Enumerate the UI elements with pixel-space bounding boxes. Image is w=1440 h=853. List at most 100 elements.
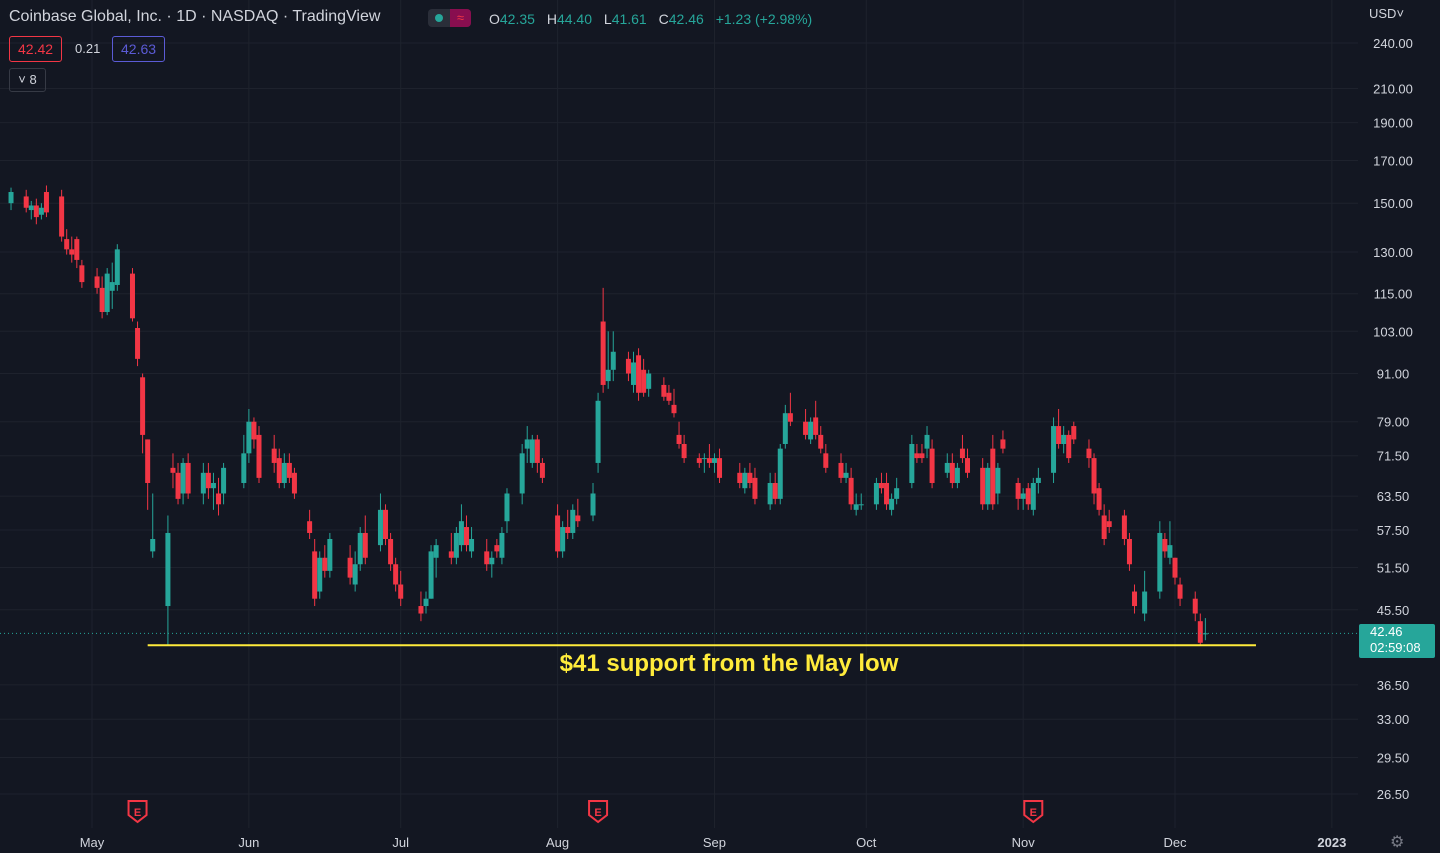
settings-gear-icon[interactable]: ⚙ — [1390, 834, 1405, 851]
candle-body — [180, 462, 186, 494]
candle — [858, 493, 864, 510]
earnings-icon[interactable]: E — [588, 800, 609, 824]
candle — [433, 538, 439, 578]
candle — [1030, 477, 1036, 516]
candle-body — [838, 462, 844, 478]
high-value: 44.40 — [556, 11, 592, 27]
earnings-icon[interactable]: E — [1023, 800, 1044, 824]
candle-body — [696, 458, 702, 463]
candle — [995, 462, 1001, 505]
currency-selector[interactable]: USD˅ — [1369, 6, 1405, 21]
candle-body — [1121, 515, 1127, 539]
candle — [1192, 591, 1198, 622]
low-value: 41.61 — [611, 11, 647, 27]
candle — [175, 462, 181, 505]
close-value: 42.46 — [668, 11, 704, 27]
candle-body — [1106, 521, 1112, 528]
candle-body — [625, 358, 631, 374]
y-tick-label: 33.00 — [1377, 712, 1410, 727]
candle-body — [38, 207, 44, 215]
candle-body — [463, 527, 469, 546]
candle-body — [129, 273, 135, 319]
candle — [924, 426, 930, 459]
candle-body — [175, 472, 181, 499]
candle — [878, 472, 884, 494]
candle-body — [494, 545, 500, 552]
earnings-label: E — [134, 807, 141, 819]
buy-price-button[interactable]: 42.63 — [112, 36, 166, 62]
candle-body — [246, 421, 252, 454]
candle-body — [251, 421, 257, 440]
indicators-collapse-button[interactable]: ˅ 8 — [9, 68, 46, 92]
sell-price-button[interactable]: 42.42 — [9, 36, 63, 62]
candle-body — [1162, 538, 1168, 552]
bar-countdown: 02:59:08 — [1370, 640, 1421, 655]
candle-body — [1096, 488, 1102, 510]
candle — [256, 426, 262, 483]
candle — [145, 439, 151, 510]
candle-body — [1030, 482, 1036, 510]
candle — [423, 591, 429, 614]
candle — [1025, 482, 1031, 510]
y-tick-label: 26.50 — [1377, 787, 1410, 802]
candle-body — [150, 538, 156, 552]
y-tick-label: 190.00 — [1373, 116, 1413, 131]
candle-body — [534, 439, 540, 463]
candle — [393, 557, 399, 592]
earnings-badge — [127, 800, 148, 824]
candle-body — [894, 488, 900, 499]
candle — [377, 493, 383, 552]
candle — [276, 448, 282, 489]
candle-body — [1142, 591, 1148, 614]
x-tick-label: Oct — [856, 835, 877, 850]
y-tick-label: 130.00 — [1373, 245, 1413, 260]
candle — [767, 472, 773, 510]
candle-body — [241, 453, 247, 483]
candle — [889, 493, 895, 516]
candle-body — [286, 462, 292, 478]
candle-body — [312, 551, 318, 599]
earnings-icon[interactable]: E — [127, 800, 148, 824]
candle — [711, 453, 717, 473]
candle — [99, 276, 105, 319]
candle-body — [398, 584, 404, 599]
candle-body — [777, 448, 783, 499]
candle-body — [914, 453, 920, 459]
candle — [216, 477, 222, 516]
last-price-value: 42.46 — [1370, 624, 1403, 639]
candle — [205, 462, 211, 499]
candle-body — [737, 472, 743, 483]
candle-body — [742, 472, 748, 489]
candle-body — [529, 439, 535, 463]
candle — [312, 538, 318, 607]
candle-body — [954, 467, 960, 483]
candle — [1086, 439, 1092, 468]
candle — [114, 244, 120, 291]
y-tick-label: 36.50 — [1377, 678, 1410, 693]
candle-body — [276, 458, 282, 483]
candle — [747, 462, 753, 489]
candle-body — [1177, 584, 1183, 599]
candle-body — [185, 462, 191, 494]
candle-body — [1051, 426, 1057, 473]
last-price-label: 42.46 02:59:08 — [1359, 624, 1435, 658]
candle — [595, 392, 601, 473]
candle-body — [595, 400, 601, 463]
candle-body — [383, 509, 389, 539]
candle-body — [145, 439, 151, 483]
candle-body — [919, 453, 925, 459]
x-tick-label: Aug — [546, 835, 569, 850]
candle — [286, 453, 292, 483]
wave-icon[interactable]: ≈ — [450, 9, 471, 27]
candle-body — [519, 453, 525, 494]
candle — [954, 462, 960, 489]
candle — [1071, 421, 1077, 445]
candle — [210, 472, 216, 510]
candle — [251, 417, 257, 449]
compare-toggle[interactable]: ≈ — [428, 9, 471, 27]
candle-body — [1035, 477, 1041, 483]
candle — [782, 404, 788, 449]
candle-body — [205, 472, 211, 489]
candle-body — [610, 351, 616, 370]
